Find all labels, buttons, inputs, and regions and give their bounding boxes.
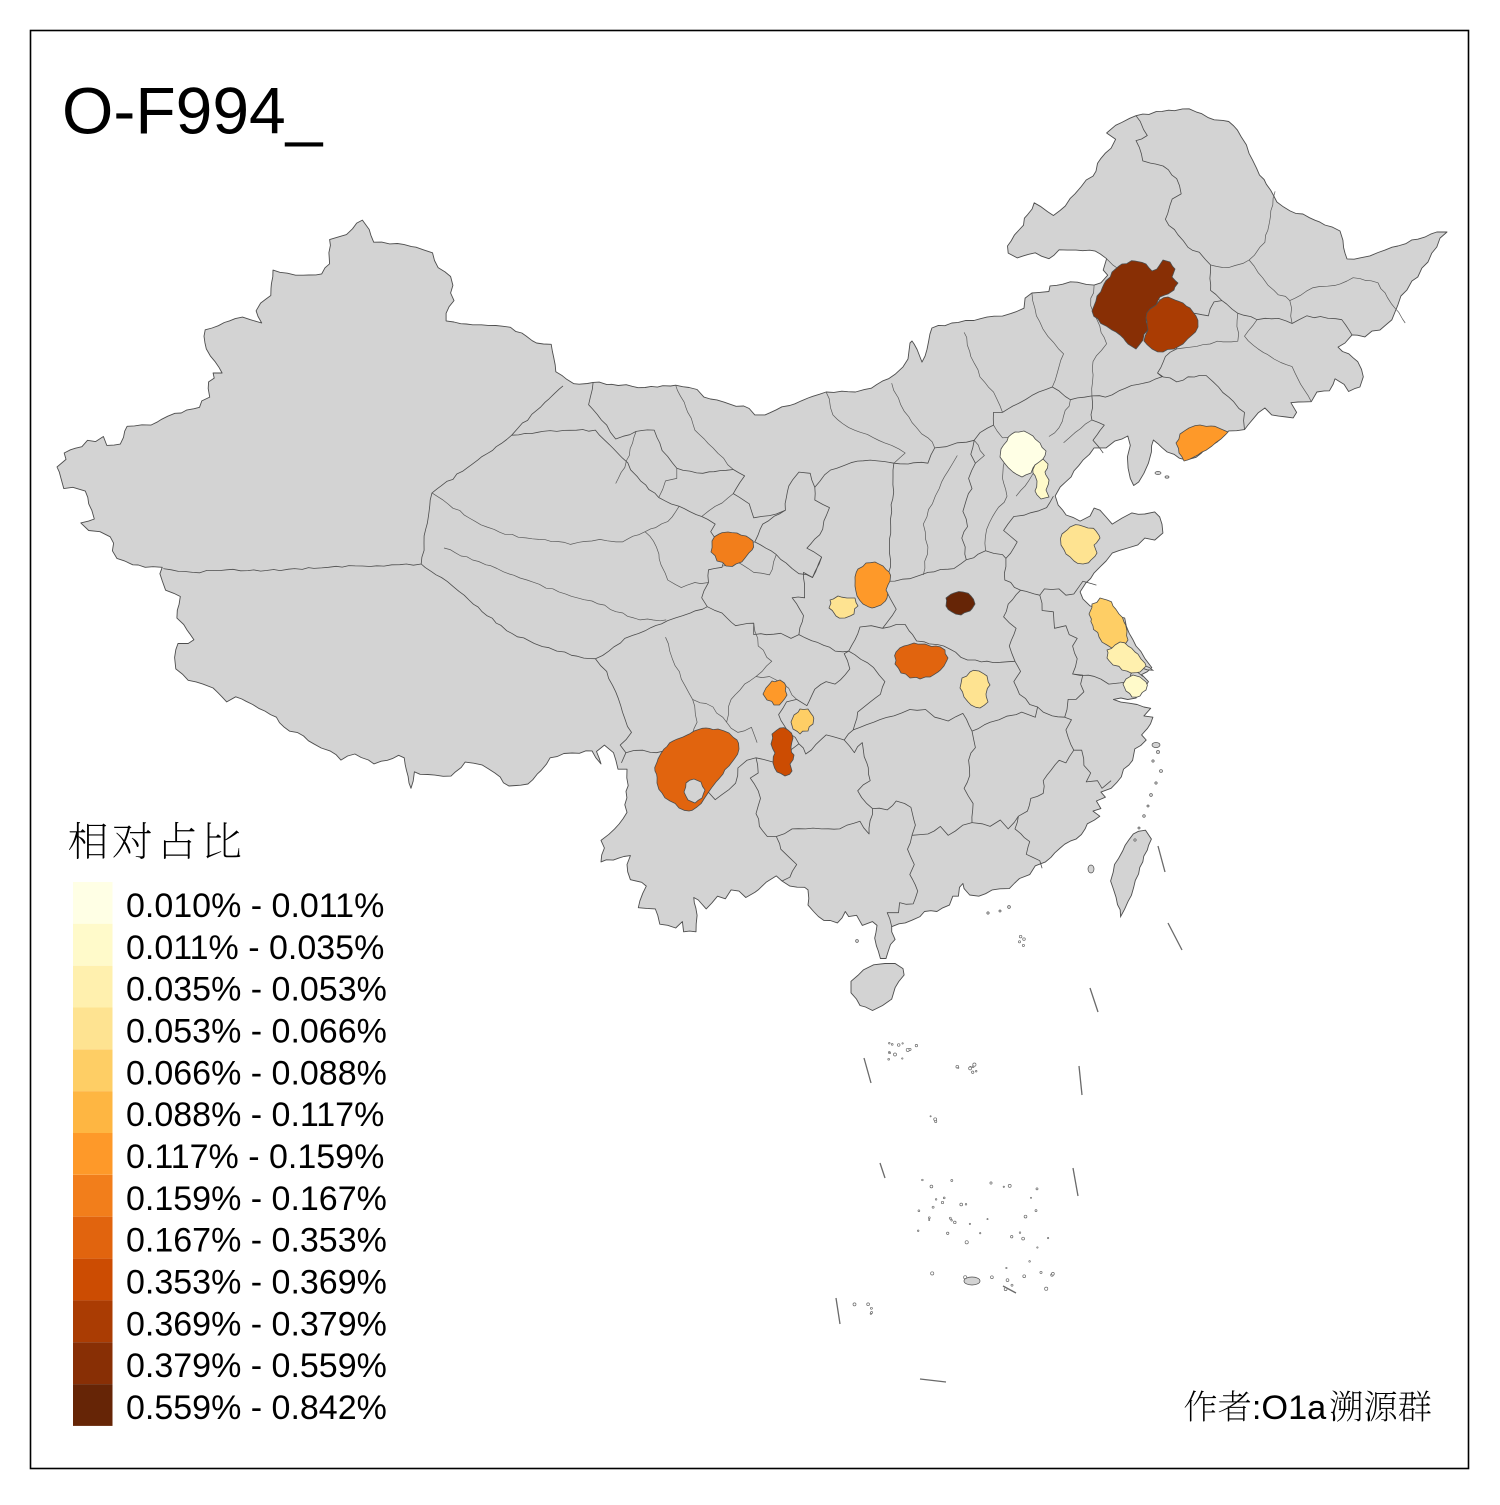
svg-text:0.011% - 0.035%: 0.011% - 0.035% <box>126 929 384 967</box>
svg-text:0.159% - 0.167%: 0.159% - 0.167% <box>126 1180 387 1218</box>
svg-text:0.353% - 0.369%: 0.353% - 0.369% <box>126 1264 387 1302</box>
svg-text::O1a: :O1a <box>1252 1389 1327 1427</box>
svg-text:0.066% - 0.088%: 0.066% - 0.088% <box>126 1054 387 1092</box>
svg-text:0.088% - 0.117%: 0.088% - 0.117% <box>126 1096 384 1134</box>
svg-text:0.369% - 0.379%: 0.369% - 0.379% <box>126 1305 387 1343</box>
svg-text:0.035% - 0.053%: 0.035% - 0.053% <box>126 971 387 1009</box>
svg-text:0.117% - 0.159%: 0.117% - 0.159% <box>126 1138 384 1176</box>
svg-text:O-F994_: O-F994_ <box>62 74 324 148</box>
svg-text:0.559% - 0.842%: 0.559% - 0.842% <box>126 1389 387 1427</box>
svg-text:0.053% - 0.066%: 0.053% - 0.066% <box>126 1012 387 1050</box>
svg-text:0.167% - 0.353%: 0.167% - 0.353% <box>126 1222 387 1260</box>
svg-text:0.010% - 0.011%: 0.010% - 0.011% <box>126 887 384 925</box>
svg-text:0.379% - 0.559%: 0.379% - 0.559% <box>126 1347 387 1385</box>
